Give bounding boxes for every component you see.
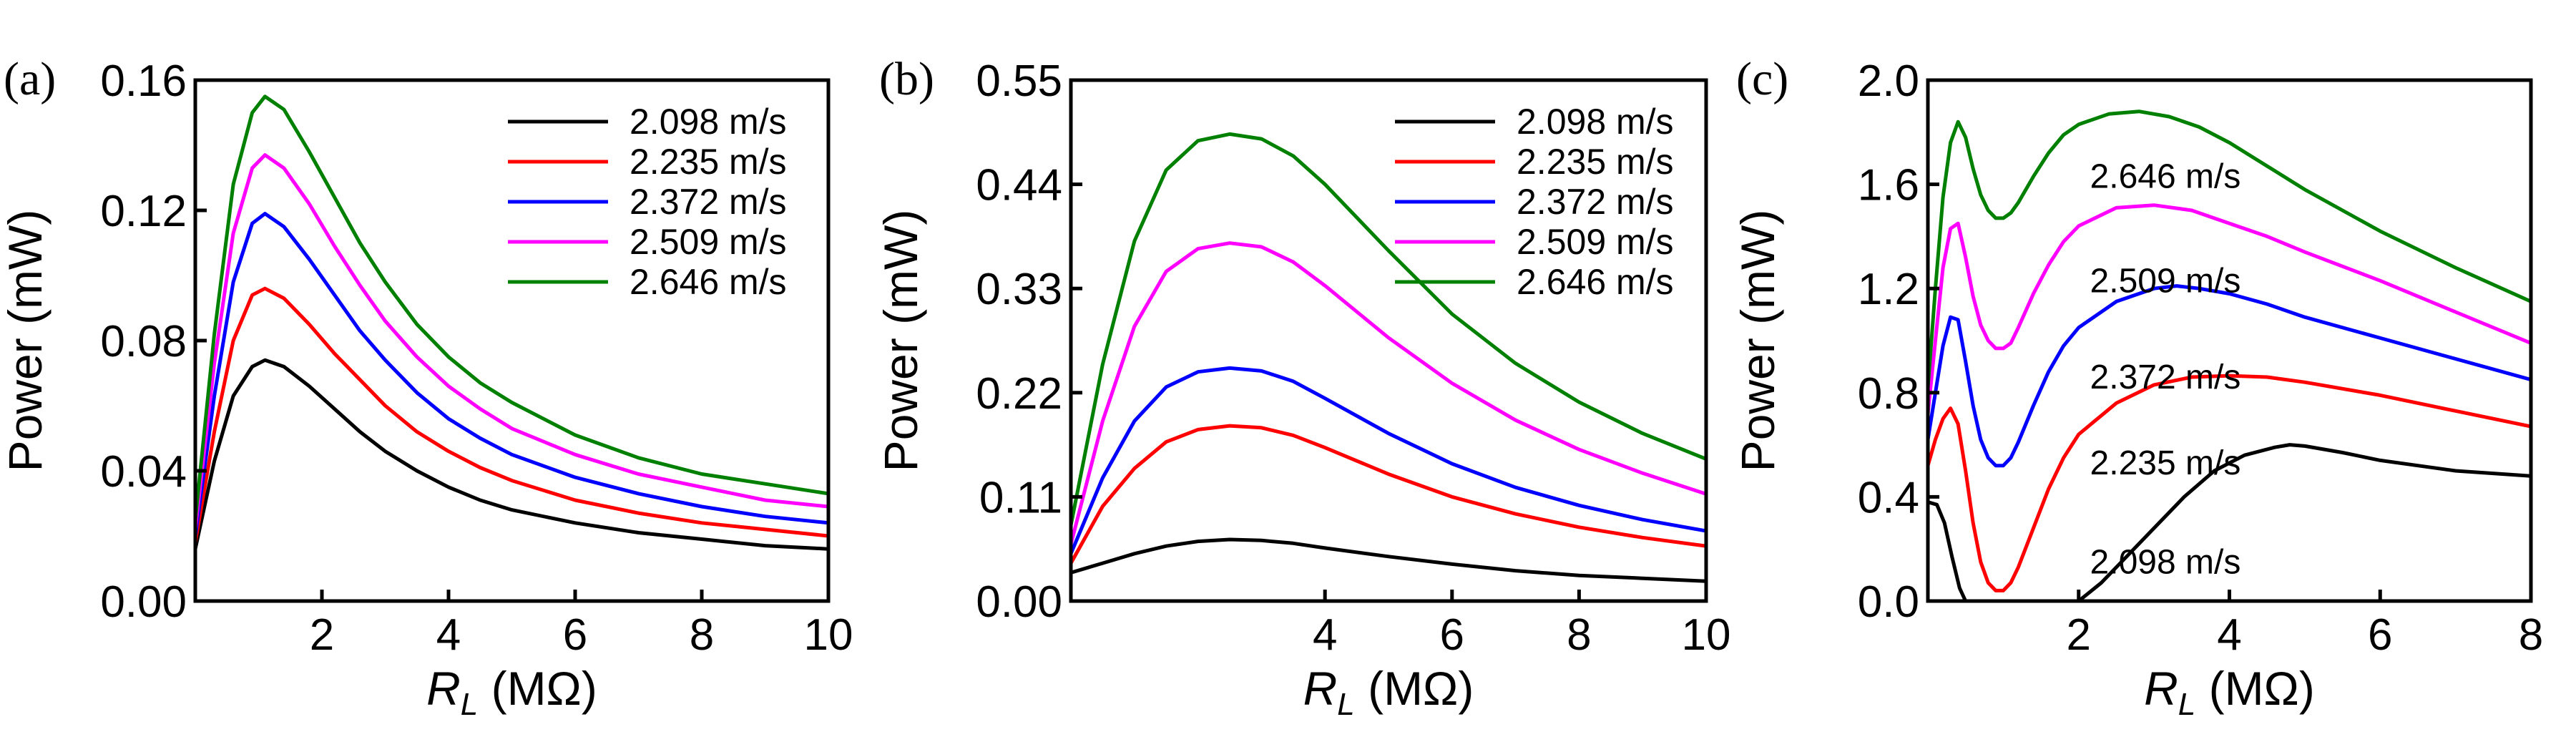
y-tick-label: 1.6 [1858, 161, 1919, 210]
legend-label-2: 2.235 m/s [1517, 142, 1674, 182]
legend-label-1: 2.098 m/s [630, 102, 787, 142]
y-tick-label: 0.16 [100, 57, 187, 106]
x-axis-label: RL (MΩ) [1303, 662, 1474, 722]
y-tick-label: 1.2 [1858, 265, 1919, 314]
legend-label-4: 2.509 m/s [630, 222, 787, 262]
series-line-4 [1928, 203, 2531, 416]
x-tick-label: 8 [690, 610, 714, 660]
y-tick-label: 0.22 [976, 369, 1062, 419]
x-tick-label: 6 [2368, 610, 2392, 660]
legend-label-4: 2.509 m/s [1517, 222, 1674, 262]
panel-label: (b) [879, 53, 934, 105]
y-tick-label: 0.04 [100, 447, 187, 497]
y-tick-label: 0.8 [1858, 369, 1919, 419]
series-line-5 [1071, 132, 1706, 527]
series-line-4 [1071, 241, 1706, 547]
series-line-2 [1928, 374, 2531, 592]
x-tick-label: 4 [1313, 610, 1337, 660]
x-axis-label: RL (MΩ) [2144, 662, 2315, 722]
series-line-5 [1928, 109, 2531, 389]
chart-panel-2: 0.00 0.11 0.22 0.33 0.44 0.55 4 6 8 10 RL (MΩ) Powe… [874, 53, 1730, 722]
curve-label-4: 2.509 m/s [2090, 262, 2241, 300]
y-axis-label: Power (mW) [874, 210, 927, 472]
x-tick-label: 2 [310, 610, 334, 660]
y-tick-label: 0.33 [976, 265, 1062, 314]
series-line-4 [195, 153, 828, 532]
y-axis-label: Power (mW) [1731, 210, 1784, 472]
x-tick-label: 4 [436, 610, 461, 660]
x-tick-label: 4 [2217, 610, 2241, 660]
y-tick-label: 2.0 [1858, 57, 1919, 106]
legend-label-5: 2.646 m/s [630, 262, 787, 302]
series-line-1 [1071, 537, 1706, 583]
x-axis-label: RL (MΩ) [426, 662, 597, 722]
x-tick-label: 8 [1567, 610, 1591, 660]
legend-label-1: 2.098 m/s [1517, 102, 1674, 142]
series-line-2 [1071, 424, 1706, 565]
panel-label: (c) [1736, 53, 1788, 105]
x-tick-label: 10 [804, 610, 853, 660]
axes-frame [1069, 78, 1708, 603]
x-tick-label: 8 [2519, 610, 2543, 660]
x-tick-label: 2 [2067, 610, 2091, 660]
legend-label-3: 2.372 m/s [630, 182, 787, 222]
series-line-5 [195, 94, 828, 522]
y-tick-label: 0.4 [1858, 473, 1919, 522]
legend-label-3: 2.372 m/s [1517, 182, 1674, 222]
y-tick-label: 0.12 [100, 187, 187, 236]
series-line-2 [195, 286, 828, 545]
x-tick-label: 6 [563, 610, 587, 660]
curve-label-3: 2.372 m/s [2090, 358, 2241, 396]
y-tick-label: 0.11 [979, 473, 1062, 522]
series-line-3 [195, 212, 828, 538]
chart-panel-3: 2.098 m/s 2.235 m/s 2.372 m/s 2.509 m/s 2.64… [1731, 53, 2543, 722]
legend-label-5: 2.646 m/s [1517, 262, 1674, 302]
series-line-1-seg1 [1928, 500, 1968, 601]
series-line-3 [1928, 284, 2531, 468]
y-axis-label: Power (mW) [0, 210, 52, 472]
y-tick-label: 0.44 [976, 161, 1062, 210]
chart-panel-1: 0.00 0.04 0.08 0.12 0.16 2 4 6 8 10 RL (MΩ) Power (… [0, 53, 853, 722]
x-tick-label: 10 [1682, 610, 1731, 660]
y-tick-label: 0.00 [100, 577, 187, 627]
y-tick-label: 0.55 [976, 57, 1062, 106]
legend: 2.098 m/s2.235 m/s2.372 m/s2.509 m/s2.64… [1395, 102, 1674, 302]
panel-label: (a) [4, 53, 56, 105]
series-line-3 [1071, 366, 1706, 556]
y-tick-label: 0.0 [1858, 577, 1919, 627]
series-line-1 [195, 358, 828, 551]
curve-label-5: 2.646 m/s [2090, 158, 2241, 196]
legend: 2.098 m/s2.235 m/s2.372 m/s2.509 m/s2.64… [508, 102, 787, 302]
y-tick-label: 0.00 [976, 577, 1062, 627]
curve-label-1: 2.098 m/s [2090, 543, 2241, 581]
series-line-1-seg2 [2077, 443, 2531, 601]
x-tick-label: 6 [1440, 610, 1464, 660]
legend-label-2: 2.235 m/s [630, 142, 787, 182]
y-tick-label: 0.08 [100, 317, 187, 366]
curve-label-2: 2.235 m/s [2090, 444, 2241, 482]
